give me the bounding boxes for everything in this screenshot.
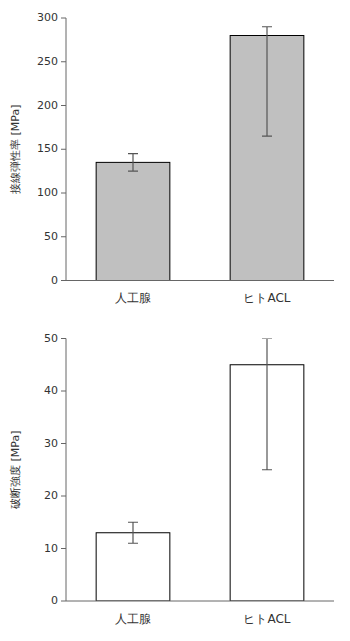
y-tick-label: 0 [51, 274, 58, 287]
x-tick-label: ヒトACL [243, 291, 290, 305]
panel: 0 10 20 30 40 50 破断強度 [MPa] 人工腺 ヒトACL [9, 332, 334, 626]
y-tick [61, 391, 66, 392]
x-axis-line [66, 601, 334, 602]
y-tick [61, 338, 66, 339]
y-axis-label: 接線弾性率 [MPa] [9, 105, 22, 194]
y-tick [61, 236, 66, 237]
y-tick [61, 18, 66, 19]
y-tick [61, 443, 66, 444]
bar [96, 162, 170, 280]
y-tick [61, 193, 66, 194]
x-tick-label: 人工腺 [115, 612, 151, 626]
y-tick-label: 200 [37, 99, 58, 112]
error-bar [128, 154, 138, 172]
x-tick-label: 人工腺 [115, 291, 151, 305]
y-axis-label: 破断強度 [MPa] [9, 431, 22, 510]
y-tick-label: 30 [44, 437, 58, 450]
y-tick-label: 50 [44, 332, 58, 345]
y-tick-label: 40 [44, 384, 58, 397]
y-axis-line [66, 18, 67, 281]
y-tick [61, 601, 66, 602]
error-bar [262, 339, 272, 470]
y-tick-label: 0 [51, 594, 58, 607]
x-axis-line [66, 280, 334, 281]
y-tick-label: 300 [37, 11, 58, 24]
y-tick-label: 150 [37, 142, 58, 155]
y-tick-label: 50 [44, 230, 58, 243]
y-tick-label: 100 [37, 186, 58, 199]
y-tick [61, 280, 66, 281]
y-tick-label: 20 [44, 489, 58, 502]
y-tick [61, 548, 66, 549]
x-tick-label: ヒトACL [243, 612, 290, 626]
y-tick [61, 105, 66, 106]
y-axis-line [66, 339, 67, 602]
y-tick-label: 250 [37, 55, 58, 68]
panel: 0 50 100 150 200 250 300 接線弾性率 [MPa] 人工腺 ヒトACL [9, 11, 334, 305]
plot-area [96, 339, 304, 602]
error-bar [128, 522, 138, 543]
y-tick [61, 149, 66, 150]
error-bar [262, 27, 272, 136]
y-tick [61, 496, 66, 497]
figure: 050100150200250300接線弾性率 [MPa]人工腺ヒトACL010… [0, 0, 350, 641]
y-tick-label: 10 [44, 542, 58, 555]
plot-area [96, 27, 304, 281]
y-tick [61, 61, 66, 62]
